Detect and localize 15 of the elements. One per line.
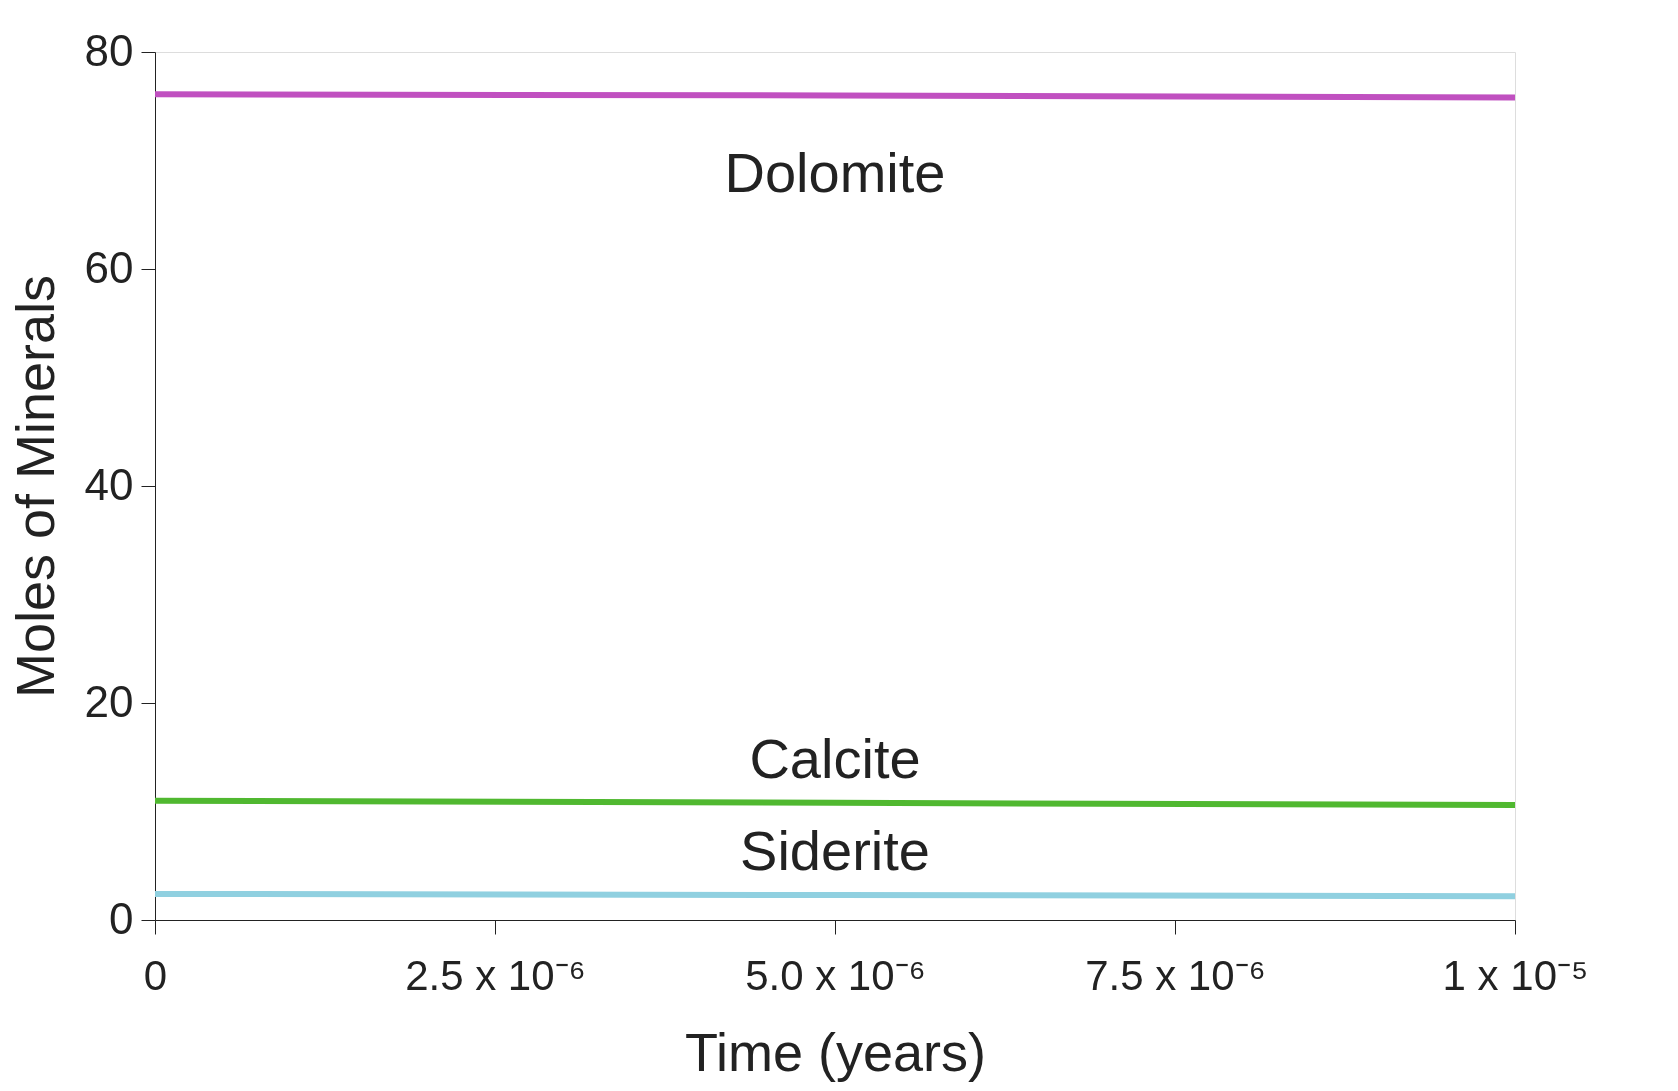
series-label: Siderite (740, 819, 930, 883)
series-label: Calcite (749, 726, 921, 790)
y-tick-label: 60 (84, 242, 134, 292)
y-tick-label: 80 (84, 25, 134, 75)
y-tick-label: 20 (84, 676, 134, 726)
y-axis-title: Moles of Minerals (4, 274, 65, 699)
x-tick-label: 1 x 10⁻⁵ (1442, 951, 1589, 999)
y-tick-label: 0 (109, 893, 134, 943)
x-tick-label: 7.5 x 10⁻⁶ (1085, 951, 1266, 999)
x-tick-label: 5.0 x 10⁻⁶ (745, 951, 926, 999)
x-tick-label: 0 (143, 951, 168, 999)
series-label: Dolomite (724, 141, 946, 205)
y-tick-label: 40 (84, 459, 134, 509)
x-axis-title: Time (years) (684, 1021, 987, 1082)
x-tick-label: 2.5 x 10⁻⁶ (405, 951, 586, 999)
